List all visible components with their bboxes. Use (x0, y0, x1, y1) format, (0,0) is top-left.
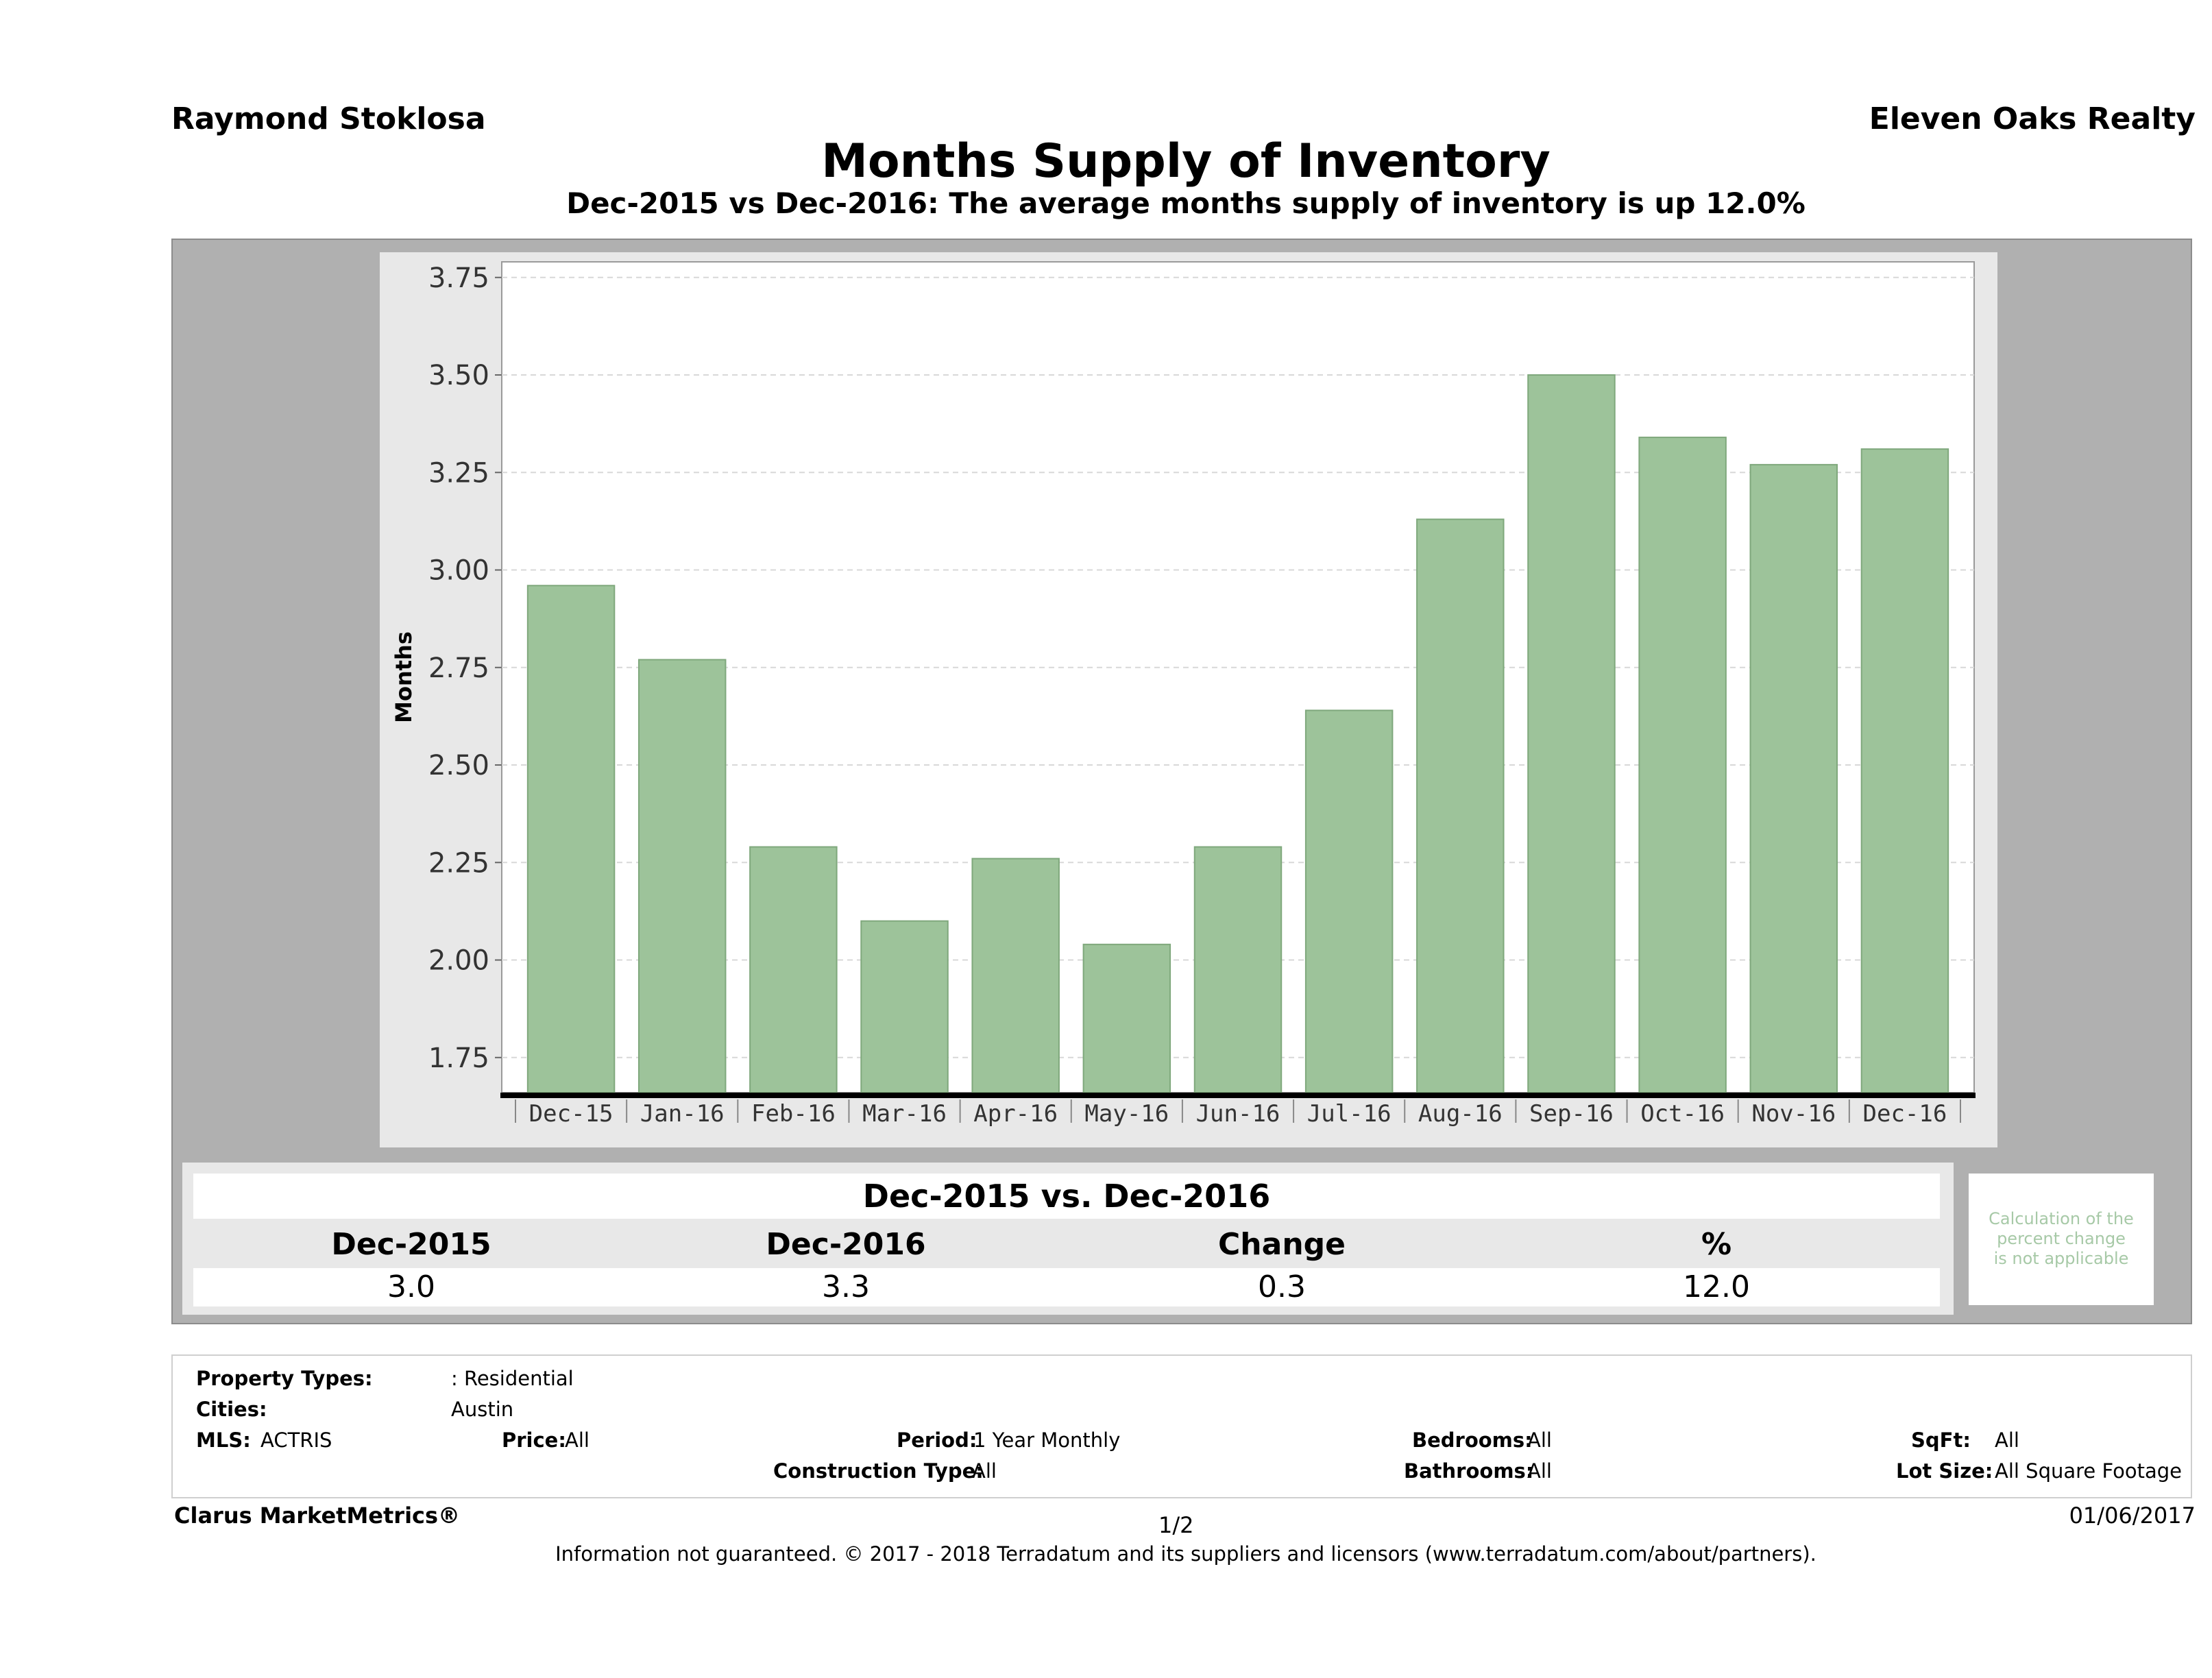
x-tick-label: Feb-16 (751, 1100, 836, 1128)
bar-sep-16 (1527, 374, 1616, 1094)
x-tick-label: Jun-16 (1196, 1100, 1280, 1128)
disclaimer: Information not guaranteed. © 2017 - 201… (555, 1542, 1816, 1566)
x-tick-label: May-16 (1084, 1100, 1169, 1128)
x-tick-label: Oct-16 (1640, 1100, 1725, 1128)
bathrooms-label: Bathrooms: (1404, 1459, 1534, 1483)
construction-type-value: All (972, 1459, 997, 1483)
y-tick-label: 3.00 (428, 555, 489, 587)
bar-dec-15 (526, 585, 616, 1093)
percent-note-box (1969, 1174, 2154, 1305)
y-tick-label: 2.50 (428, 750, 489, 781)
x-tick-label: Aug-16 (1418, 1100, 1503, 1128)
comparison-title: Dec-2015 vs. Dec-2016 (862, 1178, 1271, 1215)
comparison-header-change: Change (1218, 1227, 1346, 1262)
comparison-value-percent: 12.0 (1683, 1269, 1750, 1304)
construction-type-label: Construction Type: (773, 1459, 984, 1483)
price-label: Price: (502, 1428, 566, 1452)
report-title: Months Supply of Inventory (821, 134, 1551, 189)
percent-note: Calculation of the percent change is not… (1989, 1209, 2134, 1268)
comparison-title-row (193, 1174, 1940, 1219)
comparison-value-start: 3.0 (387, 1269, 435, 1304)
bar-may-16 (1082, 943, 1171, 1094)
y-tick-label: 3.50 (428, 360, 489, 391)
lot-size-value: All Square Footage (1995, 1459, 2183, 1483)
comparison-values-row (193, 1268, 1940, 1306)
property-types-label: Property Types: (196, 1367, 373, 1390)
comparison-header-percent: % (1701, 1227, 1732, 1262)
bedrooms-value: All (1527, 1428, 1552, 1452)
x-tick-label: Jul-16 (1307, 1100, 1391, 1128)
y-tick-label: 1.75 (428, 1043, 489, 1074)
period-value: 1 Year Monthly (973, 1428, 1121, 1452)
comparison-header-end: Dec-2016 (766, 1227, 926, 1262)
y-tick-label: 3.75 (428, 263, 489, 294)
x-tick-label: Sep-16 (1529, 1100, 1614, 1128)
y-tick-label: 2.75 (428, 653, 489, 684)
bar-dec-16 (1860, 448, 1949, 1093)
sqft-value: All (1995, 1428, 2019, 1452)
x-tick-label: Dec-16 (1863, 1100, 1947, 1128)
comparison-value-end: 3.3 (822, 1269, 870, 1304)
bar-feb-16 (749, 846, 838, 1093)
agent-name: Raymond Stoklosa (171, 101, 486, 136)
bar-aug-16 (1416, 518, 1505, 1093)
property-types-value: : Residential (451, 1367, 574, 1390)
bar-mar-16 (860, 920, 949, 1093)
bar-chart: 1.75 2.00 2.25 2.50 2.75 3.00 3.25 3.50 3.75 Mont… (391, 261, 1976, 1128)
period-label: Period: (897, 1428, 977, 1452)
bathrooms-value: All (1527, 1459, 1552, 1483)
comparison-header-start: Dec-2015 (331, 1227, 491, 1262)
report-subtitle: Dec-2015 vs Dec-2016: The average months… (566, 186, 1806, 220)
x-tick-label: Mar-16 (862, 1100, 947, 1128)
bar-jan-16 (637, 659, 727, 1093)
x-tick-label: Dec-15 (529, 1100, 613, 1128)
bar-jul-16 (1304, 709, 1394, 1093)
cities-label: Cities: (196, 1398, 267, 1421)
bar-jun-16 (1193, 846, 1283, 1093)
page-number: 1/2 (1158, 1512, 1194, 1538)
mls-label: MLS: (196, 1428, 251, 1452)
y-tick-label: 2.00 (428, 945, 489, 977)
bar-oct-16 (1638, 437, 1727, 1093)
x-tick-label: Apr-16 (973, 1100, 1058, 1128)
search-criteria-panel (171, 1354, 2192, 1498)
x-tick-label: Nov-16 (1751, 1100, 1836, 1128)
brokerage-name: Eleven Oaks Realty (1869, 101, 2196, 136)
cities-value: Austin (451, 1398, 514, 1421)
mls-value: ACTRIS (260, 1428, 332, 1452)
bar-nov-16 (1749, 463, 1838, 1093)
sqft-label: SqFt: (1911, 1428, 1971, 1452)
price-value: All (565, 1428, 590, 1452)
y-tick-label: 2.25 (428, 847, 489, 879)
bar-apr-16 (971, 858, 1060, 1093)
product-name: Clarus MarketMetrics® (174, 1503, 461, 1529)
x-tick-label: Jan-16 (640, 1100, 725, 1128)
comparison-value-change: 0.3 (1258, 1269, 1306, 1304)
y-axis-label: Months (391, 631, 417, 723)
bedrooms-label: Bedrooms: (1412, 1428, 1533, 1452)
report-date: 01/06/2017 (2069, 1503, 2196, 1529)
lot-size-label: Lot Size: (1896, 1459, 1993, 1483)
y-tick-label: 3.25 (428, 457, 489, 489)
